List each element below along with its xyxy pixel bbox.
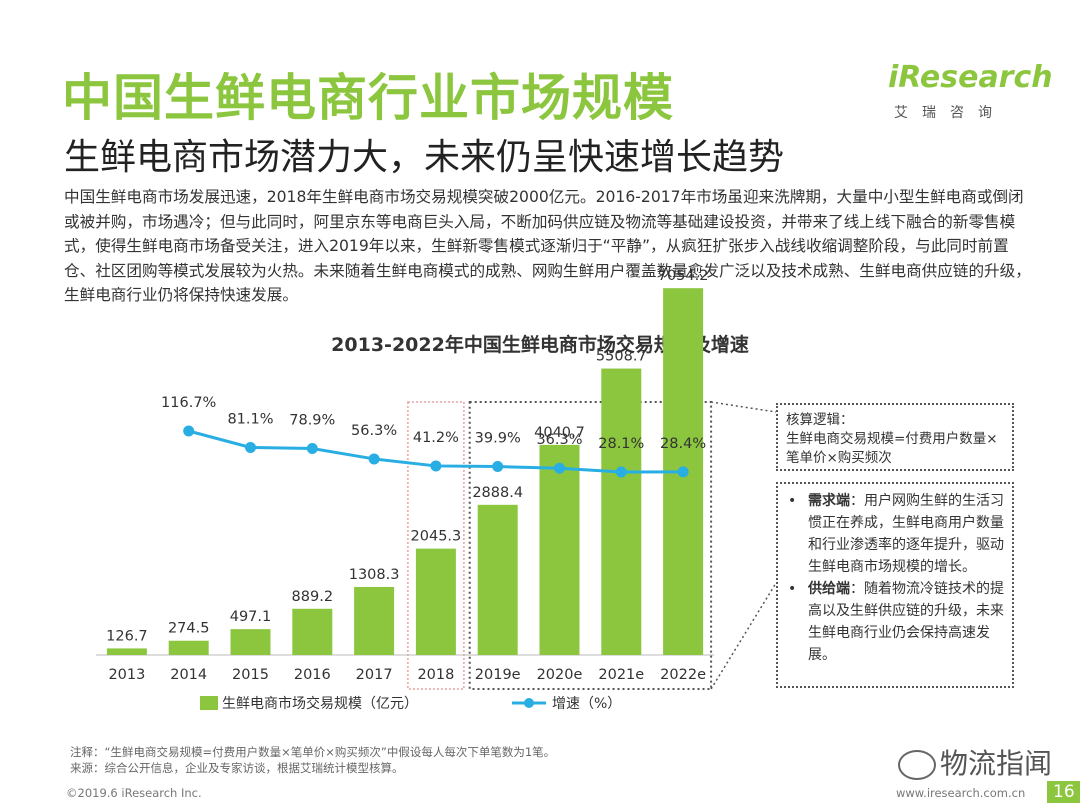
growth-point — [492, 461, 504, 473]
current-year-highlight — [407, 401, 465, 690]
growth-value-label: 78.9% — [289, 412, 335, 428]
x-tick-label: 2019e — [475, 667, 521, 683]
legend-line-label: 增速（%） — [552, 696, 621, 712]
bar-value-label: 7054.2 — [658, 268, 709, 284]
bar-value-label: 497.1 — [230, 609, 272, 625]
growth-value-label: 41.2% — [413, 430, 459, 446]
iresearch-logo: iResearch 艾瑞咨询 — [888, 60, 1053, 124]
x-tick-label: 2016 — [294, 667, 331, 683]
bar — [539, 444, 580, 655]
logo-subtext: 艾瑞咨询 — [894, 105, 1006, 121]
watermark: 物流指闻 — [898, 742, 1052, 782]
x-tick-label: 2015 — [232, 667, 269, 683]
bar — [292, 608, 333, 655]
x-tick-label: 2013 — [108, 667, 145, 683]
forecast-highlight — [468, 401, 713, 690]
connector-line — [710, 582, 777, 690]
drivers-box: • 需求端：用户网购生鲜的生活习惯正在养成，生鲜电商用户数量和行业渗透率的逐年提… — [776, 482, 1014, 688]
growth-value-label: 116.7% — [161, 395, 216, 411]
bar-value-label: 1308.3 — [349, 567, 400, 583]
bar-value-label: 4040.7 — [534, 425, 585, 441]
x-tick-label: 2017 — [356, 667, 393, 683]
site-url: www.iresearch.com.cn — [896, 786, 1026, 800]
growth-point — [368, 453, 380, 465]
growth-point — [245, 441, 256, 453]
x-tick-label: 2022e — [660, 667, 706, 683]
growth-point — [306, 442, 318, 454]
bar — [168, 640, 209, 655]
demand-bullet: • 需求端：用户网购生鲜的生活习惯正在养成，生鲜电商用户数量和行业渗透率的逐年提… — [788, 490, 1004, 578]
page-title: 中国生鲜电商行业市场规模 — [62, 69, 674, 127]
bar — [354, 586, 395, 655]
bar-value-label: 5508.7 — [596, 349, 647, 365]
intro-paragraph: 中国生鲜电商市场发展迅速，2018年生鲜电商市场交易规模突破2000亿元。201… — [64, 188, 1031, 305]
supply-text: ：随着物流冷链技术的提高以及生鲜供应链的升级，未来生鲜电商行业仍会保持高速发展。 — [808, 581, 1004, 663]
bar — [601, 368, 642, 655]
x-tick-label: 2021e — [598, 667, 644, 683]
bar — [477, 504, 518, 655]
growth-value-label: 28.4% — [660, 436, 706, 452]
wechat-icon — [898, 750, 936, 780]
x-tick-label: 2014 — [170, 667, 207, 683]
growth-point — [677, 466, 689, 478]
bar — [415, 548, 456, 655]
page-number: 16 — [1047, 781, 1080, 803]
logo-text: iResearch — [888, 60, 1053, 95]
supply-bullet: • 供给端：随着物流冷链技术的提高以及生鲜供应链的升级，未来生鲜电商行业仍会保持… — [788, 578, 1004, 666]
calc-logic-text: 生鲜电商交易规模=付费用户数量×笔单价×购买频次 — [786, 431, 998, 466]
chart-title: 2013-2022年中国生鲜电商市场交易规模及增速 — [331, 334, 749, 356]
growth-point — [554, 462, 565, 474]
growth-point — [615, 466, 627, 478]
watermark-text: 物流指闻 — [940, 747, 1053, 780]
bullet-dot-icon: • — [788, 581, 797, 597]
bar-value-label: 2045.3 — [411, 529, 462, 545]
growth-value-label: 39.9% — [475, 431, 521, 447]
growth-value-label: 36.3% — [536, 432, 582, 448]
bullet-dot-icon: • — [788, 493, 797, 509]
bar — [106, 648, 147, 655]
chart-source: 来源：综合公开信息，企业及专家访谈，根据艾瑞统计模型核算。 — [70, 761, 404, 775]
x-tick-label: 2020e — [537, 667, 583, 683]
bar-value-label: 274.5 — [168, 621, 210, 637]
demand-text: ：用户网购生鲜的生活习惯正在养成，生鲜电商用户数量和行业渗透率的逐年提升，驱动生… — [808, 493, 1004, 575]
bar-value-label: 126.7 — [106, 628, 148, 644]
growth-point — [183, 425, 195, 437]
growth-value-label: 56.3% — [351, 423, 397, 439]
page-subtitle: 生鲜电商市场潜力大，未来仍呈快速增长趋势 — [64, 137, 785, 178]
legend-bar-swatch — [200, 696, 218, 710]
bar — [230, 629, 271, 655]
growth-value-label: 81.1% — [227, 411, 273, 427]
connector-line — [710, 401, 777, 413]
bar-value-label: 889.2 — [292, 589, 334, 605]
demand-label: 需求端 — [808, 493, 850, 509]
calc-logic-title: 核算逻辑： — [786, 412, 854, 428]
calc-logic-box: 核算逻辑： 生鲜电商交易规模=付费用户数量×笔单价×购买频次 — [776, 403, 1014, 471]
legend-line-marker — [524, 698, 534, 708]
bar-value-label: 2888.4 — [472, 485, 523, 501]
supply-label: 供给端 — [808, 581, 850, 597]
market-size-chart: 126.7 2013 274.5 2014 497.1 2015 889.2 2016 1308… — [96, 268, 777, 712]
legend-bar-label: 生鲜电商市场交易规模（亿元） — [222, 695, 418, 712]
growth-value-label: 28.1% — [598, 436, 644, 452]
copyright: ©2019.6 iResearch Inc. — [66, 786, 202, 800]
chart-note: 注释：“生鲜电商交易规模=付费用户数量×笔单价×购买频次”中假设每人每次下单笔数… — [70, 745, 556, 759]
growth-point — [430, 460, 442, 472]
x-tick-label: 2018 — [417, 667, 454, 683]
